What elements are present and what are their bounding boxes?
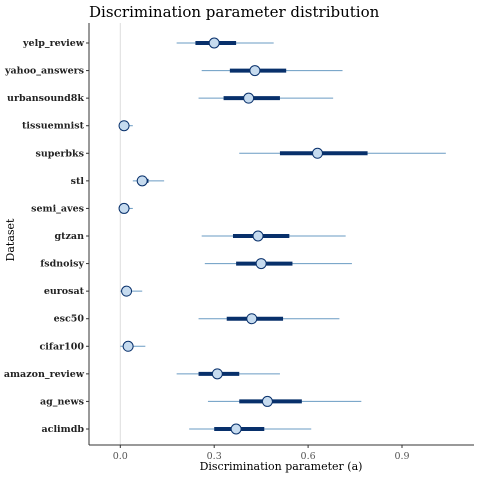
x-tick-labels: 0.0 0.3 0.6 0.9 bbox=[113, 445, 410, 462]
y-tick-label-yelp_review: yelp_review bbox=[22, 38, 85, 49]
y-tick-label-fsdnoisy: fsdnoisy bbox=[40, 259, 84, 270]
intervals-layer bbox=[120, 41, 446, 431]
median-point-yahoo_answers bbox=[249, 65, 261, 77]
points-layer bbox=[118, 37, 323, 435]
median-point-semi_aves bbox=[118, 202, 130, 214]
median-point-ag_news bbox=[261, 395, 273, 407]
median-point-gtzan bbox=[252, 230, 264, 242]
y-tick-label-gtzan: gtzan bbox=[55, 231, 85, 242]
median-point-superbks bbox=[311, 147, 323, 159]
y-tick-label-urbansound8k: urbansound8k bbox=[7, 93, 84, 104]
median-point-cifar100 bbox=[122, 340, 134, 352]
median-point-esc50 bbox=[246, 313, 258, 325]
chart-title: Discrimination parameter distribution bbox=[89, 3, 380, 21]
median-point-yelp_review bbox=[208, 37, 220, 49]
y-tick-label-stl: stl bbox=[71, 176, 85, 187]
y-tick-label-eurosat: eurosat bbox=[44, 286, 85, 297]
x-tick-label: 0.3 bbox=[207, 451, 222, 462]
y-tick-label-semi_aves: semi_aves bbox=[31, 203, 84, 214]
y-axis-title: Dataset bbox=[4, 218, 17, 262]
median-point-eurosat bbox=[121, 285, 133, 297]
x-tick-label: 0.9 bbox=[394, 451, 409, 462]
median-point-tissuemnist bbox=[118, 120, 130, 132]
median-point-amazon_review bbox=[211, 368, 223, 380]
y-tick-label-esc50: esc50 bbox=[54, 314, 85, 325]
y-tick-label-superbks: superbks bbox=[35, 148, 84, 159]
y-tick-label-tissuemnist: tissuemnist bbox=[22, 121, 85, 132]
y-tick-labels: yelp_review yahoo_answers urbansound8k tiss… bbox=[4, 38, 89, 435]
median-point-fsdnoisy bbox=[255, 258, 267, 270]
y-tick-label-aclimdb: aclimdb bbox=[42, 424, 85, 435]
median-point-stl bbox=[136, 175, 148, 187]
y-tick-label-amazon_review: amazon_review bbox=[4, 369, 85, 380]
x-tick-label: 0.0 bbox=[113, 451, 128, 462]
x-tick-label: 0.6 bbox=[301, 451, 316, 462]
x-axis-title: Discrimination parameter (a) bbox=[200, 460, 363, 473]
median-point-urbansound8k bbox=[243, 92, 255, 104]
median-point-aclimdb bbox=[230, 423, 242, 435]
y-tick-label-yahoo_answers: yahoo_answers bbox=[4, 66, 84, 77]
y-tick-label-cifar100: cifar100 bbox=[40, 341, 85, 352]
y-tick-label-ag_news: ag_news bbox=[40, 396, 84, 407]
